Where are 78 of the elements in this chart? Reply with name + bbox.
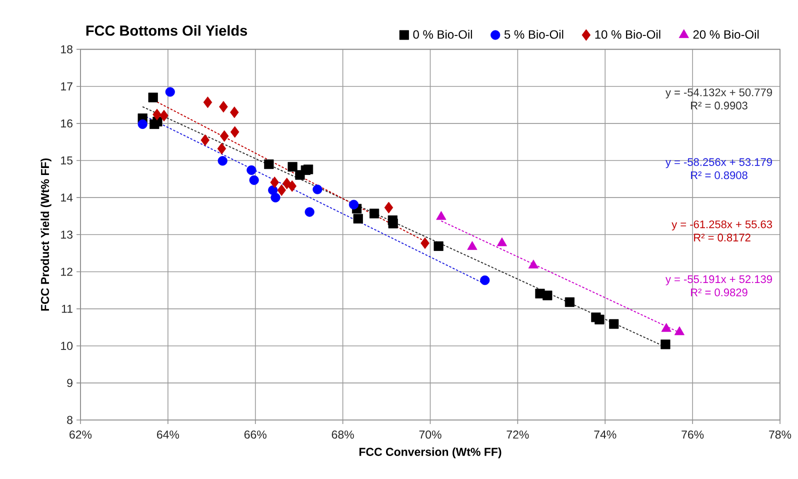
point [160, 110, 168, 122]
y-tick-label: 12 [61, 268, 72, 276]
legend-label: 10 % Bio-Oil [595, 30, 660, 39]
annotation: y = -61.258x + 55.63 [672, 220, 772, 230]
point [203, 96, 212, 108]
point [312, 184, 322, 194]
point [230, 106, 239, 118]
x-tick-label: 72% [506, 430, 529, 439]
point [249, 175, 259, 185]
x-tick-label: 76% [682, 430, 704, 439]
point [594, 314, 604, 324]
y-tick-label: 16 [61, 119, 72, 128]
x-axis-title: FCC Conversion (Wt% FF) [359, 448, 502, 458]
point [434, 241, 444, 251]
y-tick-label: 15 [61, 156, 72, 165]
y-tick-label: 8 [67, 416, 72, 424]
point [660, 340, 670, 350]
point [388, 218, 398, 228]
point [230, 126, 240, 138]
legend-label: 5 % Bio-Oil [504, 30, 564, 39]
point [304, 207, 314, 217]
point [218, 156, 228, 166]
point [348, 200, 359, 210]
legend-label: 20 % Bio-Oil [693, 30, 759, 39]
y-tick-label: 13 [61, 230, 72, 239]
y-tick-label: 9 [67, 378, 72, 387]
point [277, 184, 286, 196]
y-tick-label: 11 [62, 304, 72, 313]
point [542, 290, 552, 300]
y-tick-label: 18 [61, 45, 72, 54]
point [467, 241, 478, 250]
point [217, 142, 226, 154]
point [436, 211, 446, 220]
point [288, 180, 296, 192]
x-tick-label: 64% [157, 430, 180, 439]
point [674, 326, 685, 336]
point [165, 87, 175, 97]
x-tick-label: 68% [332, 430, 354, 439]
x-tick-label: 70% [419, 430, 442, 439]
point [148, 92, 158, 102]
point [609, 319, 619, 329]
annotation: y = -54.132x + 50.779 [666, 88, 772, 98]
x-tick-label: 62% [70, 430, 92, 439]
chart-title: FCC Bottoms Oil Yields [86, 25, 248, 36]
point [220, 130, 229, 142]
point [384, 202, 394, 214]
annotation: R² = 0.9829 [691, 288, 748, 296]
point [246, 165, 256, 175]
point [661, 323, 672, 332]
point [288, 162, 298, 172]
point [270, 192, 280, 202]
point [138, 119, 148, 129]
annotation: R² = 0.9903 [691, 102, 748, 110]
point [420, 237, 430, 249]
point [152, 108, 162, 120]
x-tick-label: 66% [244, 430, 266, 439]
annotation: R² = 0.8908 [691, 171, 748, 180]
point [264, 159, 274, 170]
y-tick-label: 14 [61, 194, 73, 202]
x-tick-label: 78% [769, 430, 792, 439]
point [303, 164, 314, 174]
annotation: y = -58.256x + 53.179 [666, 158, 772, 168]
legend-label: 0 % Bio-Oil [413, 30, 472, 39]
annotation: R² = 0.8172 [694, 234, 750, 242]
point [564, 297, 575, 307]
y-tick-label: 10 [61, 342, 73, 350]
point [200, 134, 210, 146]
point [496, 237, 508, 246]
point [528, 260, 538, 268]
y-tick-label: 17 [61, 82, 72, 90]
point [219, 100, 228, 113]
point [480, 275, 490, 286]
point [270, 176, 280, 188]
x-tick-label: 74% [594, 430, 616, 439]
point [369, 208, 380, 218]
y-axis-title: FCC Product Yield (Wt% FF) [40, 158, 52, 311]
annotation: y = -55.191x + 52.139 [666, 275, 772, 286]
point [353, 214, 363, 224]
